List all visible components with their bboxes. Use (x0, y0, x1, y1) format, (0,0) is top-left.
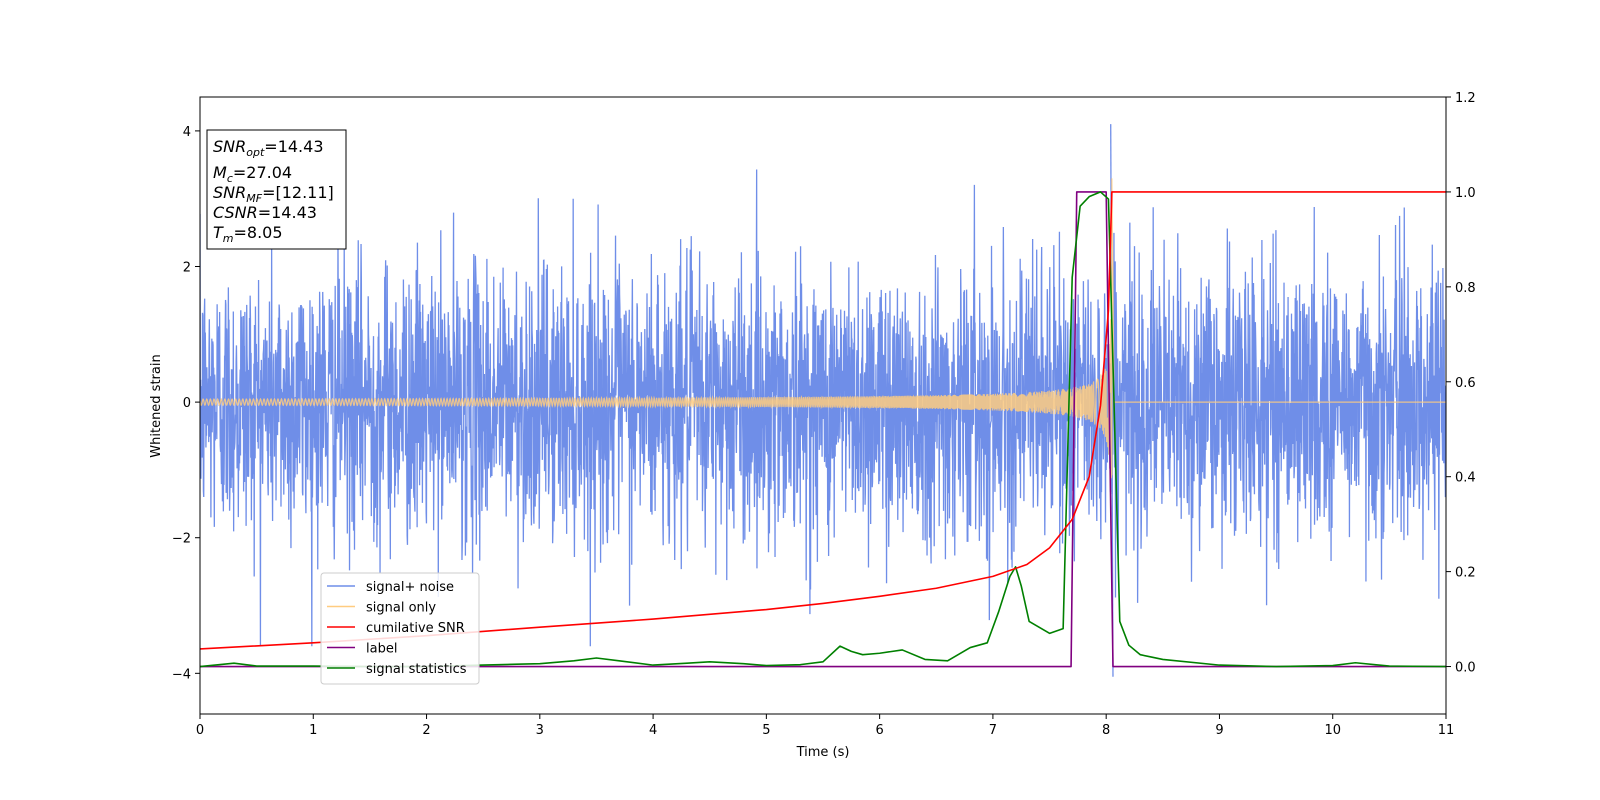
x-tick-label: 7 (989, 723, 997, 738)
x-tick-label: 5 (762, 723, 770, 738)
legend-frame (320, 572, 480, 685)
y-axis-left: −4 −2 0 2 4 (172, 125, 200, 682)
legend-item-signal-only: signal only (366, 601, 436, 616)
x-tick-label: 6 (875, 723, 883, 738)
info-snr-mf: SNRMF=[12.11] (213, 183, 334, 205)
legend-item-label: label (366, 642, 397, 657)
y2-tick-label: 1.0 (1455, 186, 1476, 201)
y2-tick-label: 0.0 (1455, 661, 1476, 676)
info-chirp-mass: Mc=27.04 (213, 163, 292, 185)
series-signal-statistics (200, 191, 1446, 668)
y2-tick-label: 0.6 (1455, 376, 1476, 391)
y2-tick-label: 0.2 (1455, 566, 1476, 581)
legend: signal+ noise signal only cumilative SNR la… (320, 572, 480, 685)
y-tick-label: 4 (183, 125, 191, 140)
legend-item-signal-noise: signal+ noise (366, 580, 454, 595)
x-tick-label: 8 (1102, 723, 1110, 738)
series-label (200, 191, 1446, 668)
info-box-frame (206, 129, 347, 250)
series-cumulative-snr (200, 191, 1446, 650)
x-tick-label: 3 (536, 723, 544, 738)
plot-series-group (200, 124, 1446, 677)
x-tick-label: 2 (422, 723, 430, 738)
y-axis-right: 0.0 0.2 0.4 0.6 0.8 1.0 1.2 (1446, 91, 1476, 676)
y-tick-label: −4 (172, 667, 191, 682)
series-signal-noise (200, 169, 1446, 647)
plot-frame (199, 96, 1447, 715)
y2-tick-label: 0.8 (1455, 281, 1476, 296)
x-axis-label: Time (s) (796, 745, 850, 760)
x-tick-label: 1 (309, 723, 317, 738)
series-signal-only (200, 178, 1446, 479)
x-axis: 0 1 2 3 4 5 6 7 8 9 10 11 (196, 714, 1454, 738)
x-tick-label: 11 (1438, 723, 1455, 738)
info-merger-time: Tm=8.05 (213, 223, 283, 245)
legend-item-cumulative-snr: cumilative SNR (366, 621, 465, 636)
x-tick-label: 4 (649, 723, 657, 738)
x-tick-label: 9 (1215, 723, 1223, 738)
legend-item-signal-statistics: signal statistics (366, 662, 467, 677)
y2-tick-label: 0.4 (1455, 471, 1476, 486)
y2-tick-label: 1.2 (1455, 91, 1476, 106)
info-snr-opt: SNRopt=14.43 (213, 137, 324, 159)
info-box: SNRopt=14.43 Mc=27.04 SNRMF=[12.11] CSNR… (206, 129, 347, 250)
x-tick-label: 10 (1324, 723, 1341, 738)
y-tick-label: −2 (172, 532, 191, 547)
y-tick-label: 2 (183, 261, 191, 276)
y-axis-label: Whitened strain (149, 354, 164, 457)
y-tick-label: 0 (183, 396, 191, 411)
x-tick-label: 0 (196, 723, 204, 738)
info-csnr: CSNR=14.43 (213, 203, 317, 222)
